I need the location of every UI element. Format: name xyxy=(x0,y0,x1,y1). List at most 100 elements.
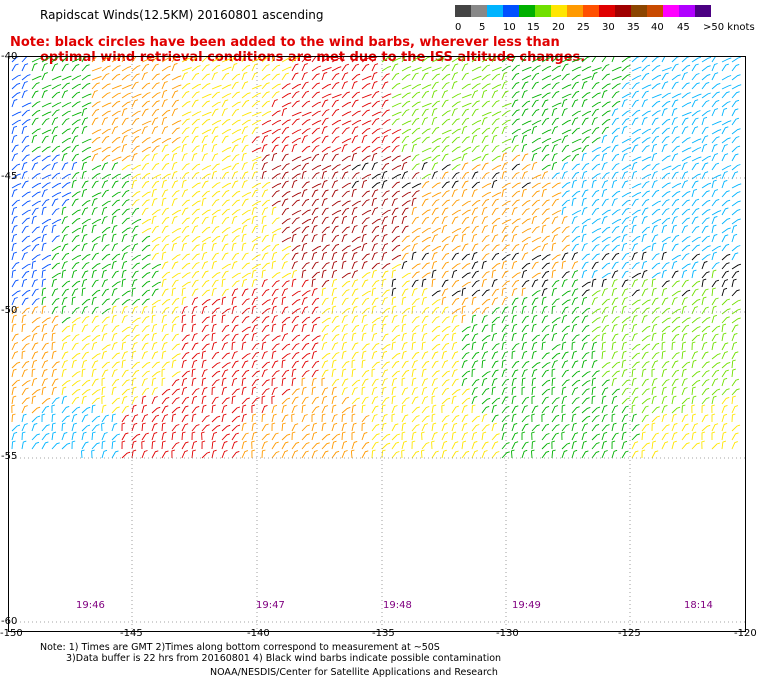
wind-barb xyxy=(401,135,410,144)
wind-barb xyxy=(261,234,269,243)
wind-barb xyxy=(591,308,601,315)
wind-barb xyxy=(681,162,688,171)
wind-barb xyxy=(361,179,368,189)
wind-barb xyxy=(401,369,410,378)
wind-barb xyxy=(131,207,140,216)
wind-barb xyxy=(181,111,192,117)
lon-label: -140 xyxy=(247,628,270,639)
wind-barb xyxy=(601,101,611,108)
wind-barb xyxy=(611,413,616,423)
wind-barb xyxy=(301,424,310,432)
wind-barb xyxy=(201,73,210,81)
wind-barb xyxy=(491,155,501,162)
wind-barb xyxy=(551,397,560,405)
wind-barb xyxy=(491,343,500,351)
wind-barb xyxy=(361,422,366,432)
wind-barb xyxy=(521,164,531,171)
wind-barb xyxy=(281,333,289,342)
wind-barb xyxy=(331,404,337,414)
wind-barb xyxy=(391,423,399,432)
wind-barb xyxy=(651,152,658,162)
wind-barb xyxy=(81,107,88,117)
wind-barb xyxy=(361,145,371,153)
wind-barb xyxy=(191,65,201,72)
wind-barb xyxy=(121,379,130,387)
wind-barb xyxy=(571,190,581,198)
wind-barb xyxy=(31,317,41,324)
wind-barb xyxy=(711,287,716,297)
wind-barb xyxy=(161,65,171,72)
wind-barb xyxy=(371,181,381,189)
wind-barb xyxy=(131,145,140,153)
wind-barb xyxy=(351,297,359,306)
wind-barb xyxy=(361,441,370,450)
wind-barb xyxy=(481,397,491,405)
wind-barb xyxy=(101,422,105,432)
wind-barb xyxy=(431,378,438,387)
wind-barb xyxy=(11,242,17,252)
wind-barb xyxy=(61,316,71,324)
wind-barb xyxy=(731,171,739,180)
wind-barb xyxy=(451,369,458,378)
wind-barb xyxy=(81,170,87,180)
wind-barb xyxy=(461,440,467,450)
wind-barb xyxy=(211,119,222,126)
wind-barb xyxy=(631,433,640,441)
wind-barb xyxy=(301,188,308,198)
wind-barb xyxy=(651,352,660,360)
wind-barb xyxy=(31,342,39,351)
wind-barb xyxy=(571,387,579,396)
wind-barb xyxy=(241,326,251,333)
wind-barb xyxy=(591,261,599,270)
wind-barb xyxy=(291,377,297,387)
wind-barb xyxy=(241,360,249,369)
wind-barb xyxy=(631,450,639,459)
wind-barb xyxy=(91,415,101,423)
wind-barb xyxy=(51,262,61,270)
wind-barb xyxy=(71,91,81,99)
wind-barb xyxy=(661,441,669,450)
wind-barb xyxy=(281,272,292,279)
wind-barb xyxy=(731,263,742,270)
wind-barb xyxy=(361,431,368,441)
wind-barb xyxy=(281,404,287,414)
wind-barb xyxy=(511,252,519,261)
wind-barb xyxy=(161,314,167,324)
wind-barb xyxy=(41,317,51,324)
wind-barb xyxy=(571,449,578,459)
wind-barb xyxy=(731,224,738,234)
wind-barb xyxy=(491,179,498,189)
wind-barb xyxy=(321,244,330,252)
wind-barb xyxy=(551,352,561,360)
wind-barb xyxy=(501,378,510,387)
wind-barb xyxy=(171,424,180,432)
wind-barb xyxy=(371,386,378,396)
wind-barb xyxy=(101,404,107,414)
wind-barb xyxy=(181,287,186,297)
wind-barb xyxy=(111,450,119,459)
wind-barb xyxy=(481,377,488,387)
wind-barb xyxy=(631,144,639,153)
wind-barb xyxy=(301,377,306,387)
wind-barb xyxy=(541,65,552,72)
wind-barb xyxy=(721,153,729,162)
wind-barb xyxy=(231,288,239,297)
wind-barb xyxy=(531,147,542,153)
wind-barb xyxy=(201,111,212,117)
wind-barb xyxy=(101,244,110,252)
wind-barb xyxy=(291,423,299,432)
wind-barb xyxy=(591,207,600,216)
wind-barb xyxy=(661,395,668,405)
wind-barb xyxy=(71,440,76,450)
wind-barb xyxy=(251,171,258,180)
wind-barb xyxy=(141,92,151,99)
wind-barb xyxy=(11,333,19,342)
wind-barb xyxy=(171,170,178,180)
wind-barb xyxy=(21,191,31,198)
wind-barb xyxy=(251,386,257,396)
wind-barb xyxy=(211,314,217,324)
wind-barb xyxy=(501,422,508,432)
legend-swatch xyxy=(487,5,503,17)
wind-barb xyxy=(201,143,207,153)
wind-barb xyxy=(471,199,481,207)
